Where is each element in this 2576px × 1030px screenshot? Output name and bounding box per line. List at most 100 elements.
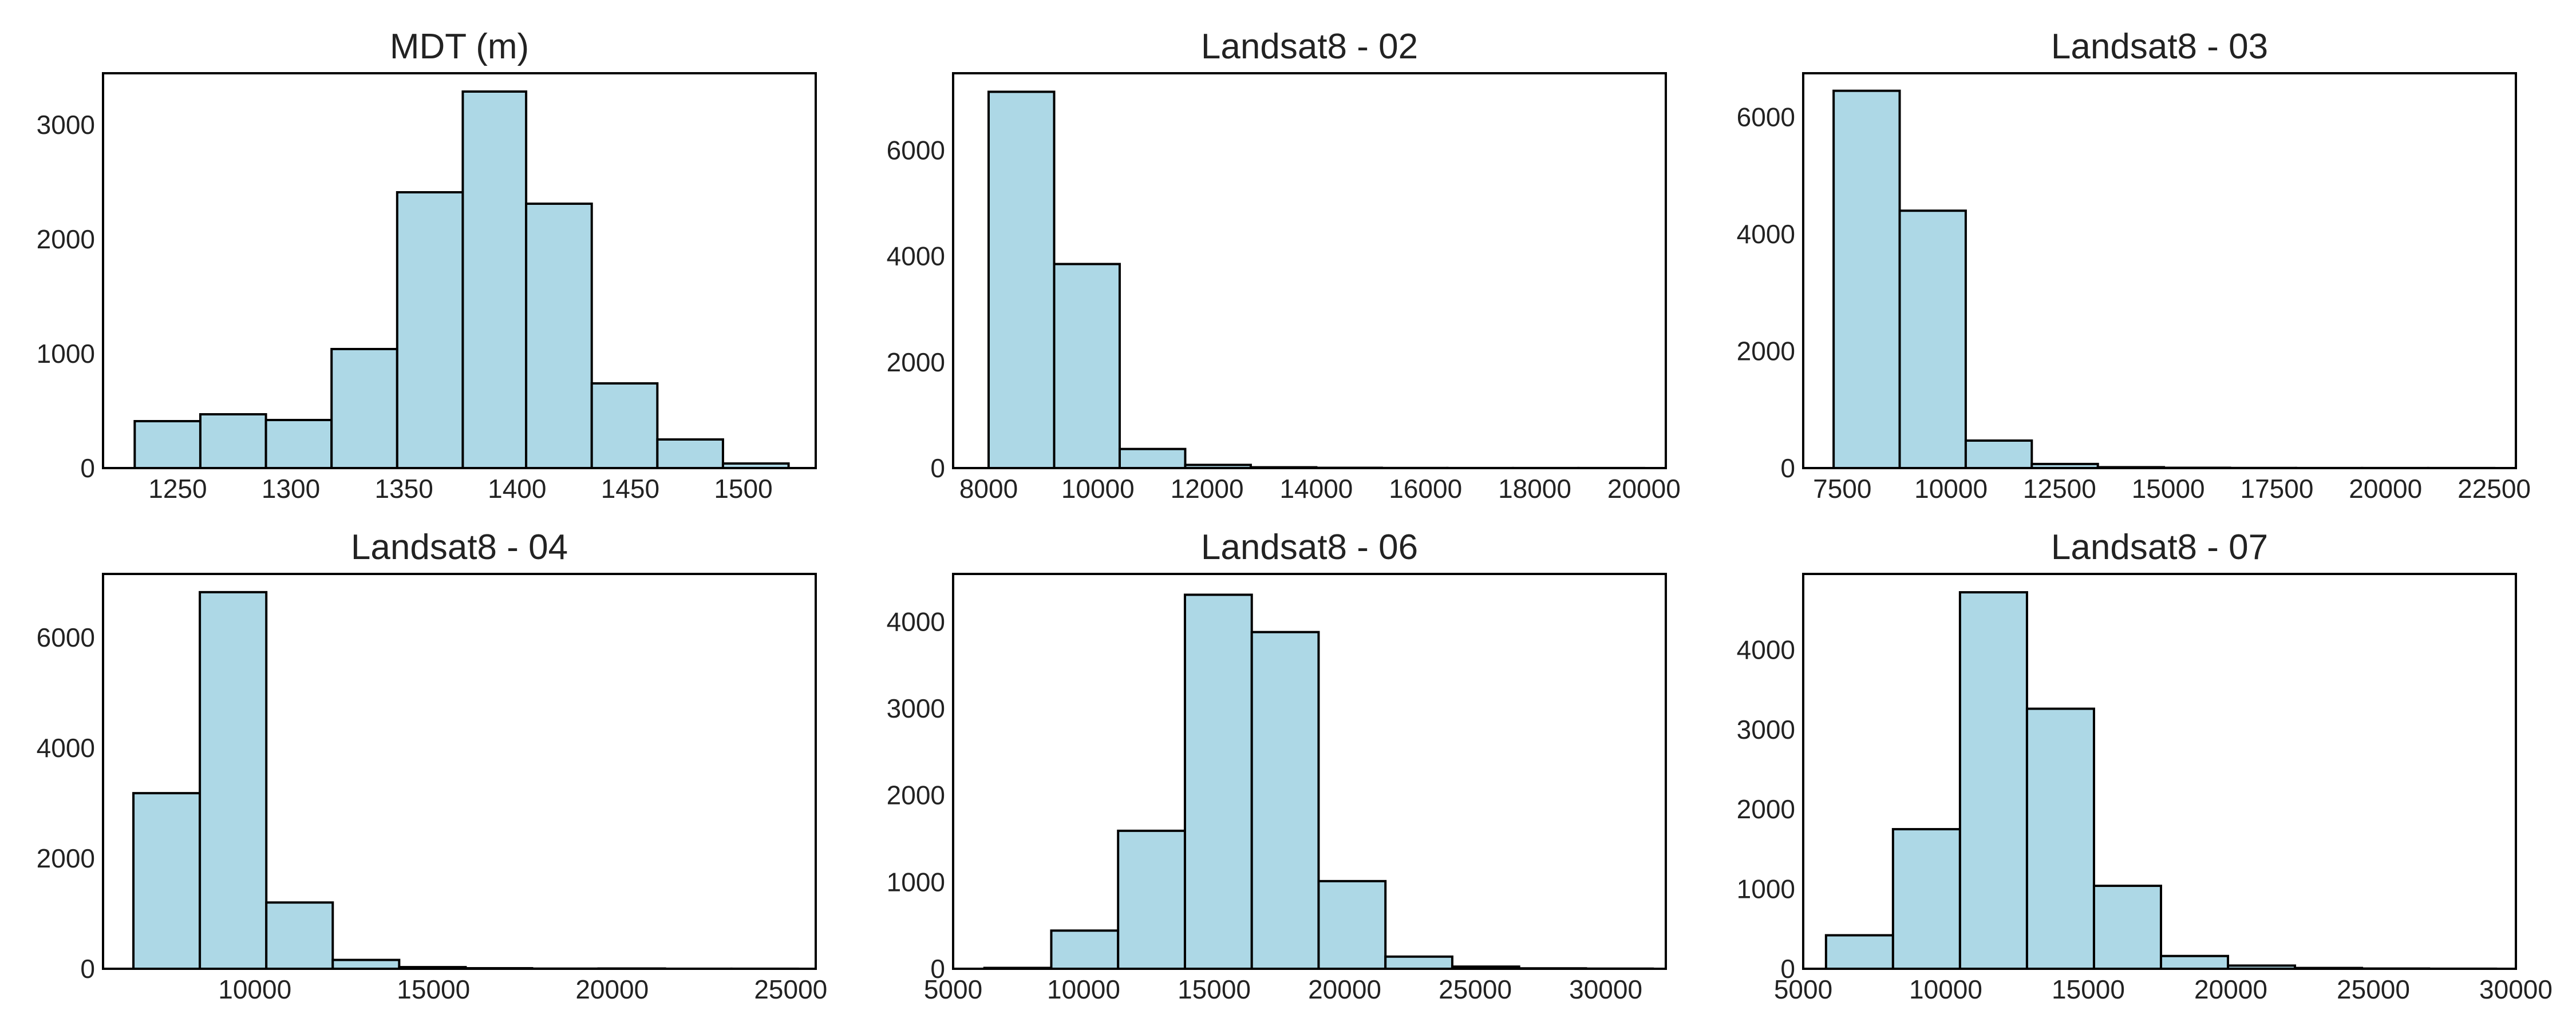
histogram-bar [1118, 447, 1187, 469]
y-tick-label: 6000 [37, 623, 95, 652]
chart-title: Landsat8 - 04 [351, 528, 568, 567]
chart-panel-3: Landsat8 - 03 7500 10000 12500 15000 17500 200… [1737, 27, 2531, 504]
x-tick-label: 17500 [2241, 474, 2314, 504]
histogram-bar [461, 90, 528, 469]
y-tick-label: 4000 [887, 241, 945, 271]
x-tick-label: 10000 [1909, 974, 1982, 1004]
axes-frame [102, 72, 817, 469]
y-tick-label: 4000 [37, 733, 95, 763]
x-tick-label: 8000 [959, 474, 1018, 504]
x-tick-label: 25000 [2337, 974, 2410, 1004]
histogram-bar [1183, 593, 1253, 970]
y-tick-label: 4000 [1737, 219, 1795, 249]
x-tick-label: 5000 [924, 974, 982, 1004]
x-tick-label: 25000 [754, 974, 827, 1004]
x-tick-label: 15000 [1178, 974, 1251, 1004]
histogram-bar [1117, 829, 1186, 970]
x-tick-label: 20000 [2349, 474, 2422, 504]
y-tick-label: 3000 [887, 694, 945, 723]
axes-frame [1802, 72, 2517, 469]
chart-title: MDT (m) [390, 27, 529, 66]
axes-frame [102, 573, 817, 970]
x-tick-label: 15000 [2132, 474, 2205, 504]
x-tick-label: 10000 [1914, 474, 1988, 504]
axes-frame [1802, 573, 2517, 970]
x-tick-label: 22500 [2458, 474, 2531, 504]
y-tick-label: 2000 [37, 843, 95, 873]
chart-panel-1: MDT (m) 1250 1300 1350 1400 1450 1500 0 1000 2000… [37, 27, 817, 504]
x-tick-label: 1400 [488, 474, 546, 504]
chart-title: Landsat8 - 06 [1201, 528, 1418, 567]
y-tick-label: 2000 [887, 347, 945, 377]
histogram-bar [133, 420, 202, 469]
histogram-bar [1958, 591, 2028, 970]
x-tick-label: 25000 [1439, 974, 1512, 1004]
x-tick-label: 15000 [2052, 974, 2125, 1004]
x-tick-label: 20000 [1308, 974, 1381, 1004]
histogram-bar [1964, 439, 2033, 470]
x-tick-label: 1500 [714, 474, 772, 504]
histogram-bar [590, 382, 659, 469]
histogram-bar [331, 958, 401, 970]
x-tick-label: 14000 [1279, 474, 1353, 504]
histogram-bar [1317, 880, 1387, 970]
histogram-bar [1891, 828, 1961, 970]
y-tick-label: 0 [930, 453, 945, 483]
x-tick-label: 1300 [262, 474, 320, 504]
histogram-bar [1250, 631, 1320, 970]
x-tick-label: 10000 [1047, 974, 1120, 1004]
y-tick-label: 2000 [37, 224, 95, 254]
x-tick-label: 20000 [575, 974, 649, 1004]
y-tick-label: 3000 [37, 110, 95, 140]
histogram-bar [987, 90, 1056, 469]
chart-title: Landsat8 - 02 [1201, 27, 1418, 66]
x-tick-label: 1250 [148, 474, 207, 504]
histogram-bar [132, 792, 202, 970]
chart-title: Landsat8 - 03 [2051, 27, 2268, 66]
axes-frame [952, 573, 1667, 970]
histogram-bar [1053, 263, 1121, 469]
y-tick-label: 0 [930, 954, 945, 984]
x-tick-label: 30000 [2479, 974, 2553, 1004]
y-tick-label: 6000 [1737, 102, 1795, 132]
chart-title: Landsat8 - 07 [2051, 528, 2268, 567]
histogram-bar [525, 203, 593, 469]
x-tick-label: 5000 [1774, 974, 1832, 1004]
y-tick-label: 1000 [887, 867, 945, 897]
histogram-bar [396, 191, 464, 469]
y-tick-label: 4000 [1737, 635, 1795, 664]
x-tick-label: 15000 [397, 974, 470, 1004]
y-tick-label: 2000 [1737, 794, 1795, 824]
histogram-bar [1832, 89, 1901, 469]
x-tick-label: 1350 [374, 474, 433, 504]
histogram-bar [1050, 929, 1120, 970]
y-tick-label: 0 [80, 954, 95, 984]
histogram-bar [2159, 954, 2230, 970]
y-tick-label: 6000 [887, 135, 945, 165]
x-tick-label: 10000 [218, 974, 291, 1004]
x-tick-label: 20000 [1607, 474, 1681, 504]
histogram-bar [656, 438, 724, 469]
y-tick-label: 0 [80, 453, 95, 483]
x-tick-label: 1450 [601, 474, 659, 504]
histogram-bar [2025, 707, 2095, 970]
y-tick-label: 2000 [887, 781, 945, 810]
x-tick-label: 16000 [1389, 474, 1462, 504]
histogram-bar [2092, 885, 2162, 970]
chart-panel-4: Landsat8 - 04 10000 15000 20000 25000 0 2000 40… [37, 528, 828, 1004]
x-tick-label: 10000 [1061, 474, 1135, 504]
chart-panel-2: Landsat8 - 02 8000 10000 12000 14000 16000 180… [887, 27, 1681, 504]
histogram-bar [1384, 955, 1453, 970]
y-tick-label: 0 [1780, 453, 1795, 483]
y-tick-label: 0 [1780, 954, 1795, 984]
axes-frame [952, 72, 1667, 469]
histogram-bar [330, 348, 398, 469]
histogram-bar [1824, 934, 1894, 970]
x-tick-label: 30000 [1569, 974, 1642, 1004]
histogram-bar [264, 419, 333, 469]
x-tick-label: 20000 [2194, 974, 2267, 1004]
histogram-bar [199, 413, 267, 469]
